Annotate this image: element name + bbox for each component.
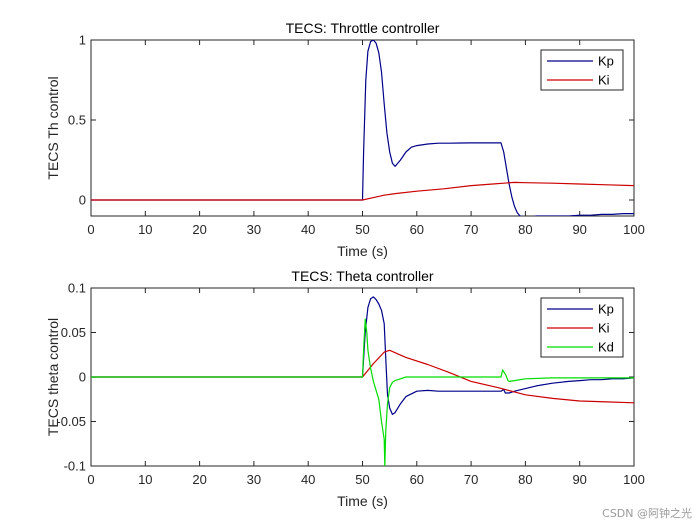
y-tick-label: 0.1	[68, 281, 86, 296]
x-tick-label: 70	[464, 222, 478, 237]
x-tick-label: 60	[410, 222, 424, 237]
legend-label-kp: Kp	[598, 54, 614, 69]
x-tick-label: 50	[355, 222, 369, 237]
y-tick-label: 0.05	[61, 325, 86, 340]
x-tick-label: 60	[410, 472, 424, 487]
x-tick-label: 100	[623, 472, 645, 487]
legend-label-ki: Ki	[598, 321, 610, 336]
x-tick-label: 30	[247, 472, 261, 487]
y-tick-label: -0.1	[64, 459, 86, 474]
figure: 0 10 20 30 40 50 60 70 80 90 10000.51TECS: Throttl…	[0, 0, 700, 525]
x-tick-label: 40	[301, 222, 315, 237]
y-tick-label: 0	[79, 370, 86, 385]
legend-label-ki: Ki	[598, 73, 610, 88]
x-tick-label: 20	[192, 472, 206, 487]
x-tick-label: 0	[87, 472, 94, 487]
x-tick-label: 70	[464, 472, 478, 487]
x-tick-label: 90	[572, 472, 586, 487]
x-tick-label: 20	[192, 222, 206, 237]
legend: Kp Ki	[541, 50, 623, 90]
y-tick-label: 1	[79, 33, 86, 48]
x-axis-label: Time (s)	[337, 243, 388, 259]
y-axis-label: TECS Th control	[45, 76, 61, 179]
x-tick-label: 100	[623, 222, 645, 237]
y-tick-label: 0	[79, 193, 86, 208]
y-tick-label: 0.5	[68, 113, 86, 128]
x-tick-label: 90	[572, 222, 586, 237]
watermark: CSDN @阿钟之光	[602, 505, 692, 521]
x-axis-label: Time (s)	[337, 493, 388, 509]
x-tick-label: 50	[355, 472, 369, 487]
x-tick-label: 80	[518, 222, 532, 237]
x-tick-label: 80	[518, 472, 532, 487]
legend: Kp Ki Kd	[541, 298, 623, 357]
legend-label-kp: Kp	[598, 302, 614, 317]
legend-label-kd: Kd	[598, 340, 614, 355]
chart-title: TECS: Throttle controller	[286, 20, 440, 36]
chart-title: TECS: Theta controller	[291, 268, 433, 284]
y-axis-label: TECS theta control	[45, 318, 61, 436]
x-tick-label: 30	[247, 222, 261, 237]
x-tick-label: 10	[138, 222, 152, 237]
x-tick-label: 0	[87, 222, 94, 237]
x-tick-label: 10	[138, 472, 152, 487]
x-tick-label: 40	[301, 472, 315, 487]
